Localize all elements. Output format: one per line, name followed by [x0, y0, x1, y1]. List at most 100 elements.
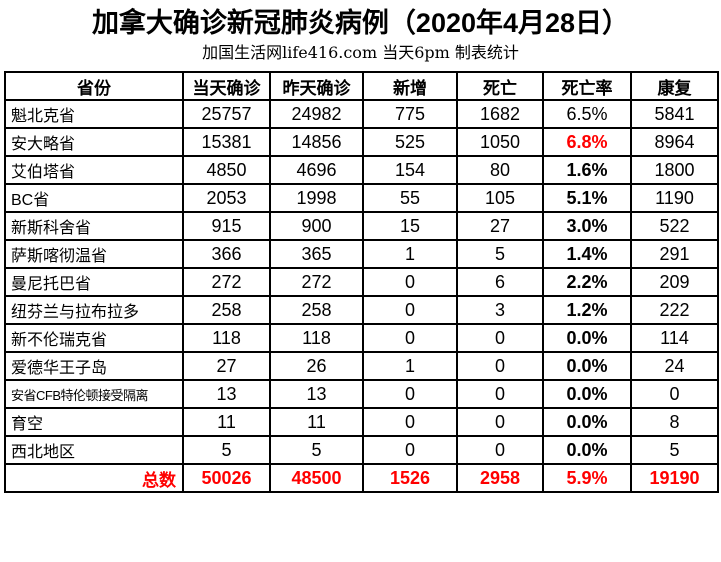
deaths-cell: 5: [456, 239, 544, 269]
new-cases-cell: 0: [362, 323, 458, 353]
province-cell: 纽芬兰与拉布拉多: [4, 295, 184, 325]
today-confirmed-cell: 2053: [182, 183, 271, 213]
death-rate-cell: 0.0%: [542, 323, 632, 353]
today-confirmed-cell: 13: [182, 379, 271, 409]
new-cases-cell: 154: [362, 155, 458, 185]
deaths-cell: 6: [456, 267, 544, 297]
death-rate-cell: 2.2%: [542, 267, 632, 297]
death-rate-cell-highlighted: 6.8%: [542, 127, 632, 157]
death-rate-cell: 6.5%: [542, 99, 632, 129]
province-cell: 艾伯塔省: [4, 155, 184, 185]
yesterday-confirmed-cell: 26: [269, 351, 364, 381]
col-header-new-cases: 新增: [362, 71, 458, 101]
deaths-cell: 3: [456, 295, 544, 325]
province-cell: 曼尼托巴省: [4, 267, 184, 297]
yesterday-confirmed-cell: 11: [269, 407, 364, 437]
table-row: 艾伯塔省 4850 4696 154 80 1.6% 1800: [4, 155, 719, 185]
table-row: 纽芬兰与拉布拉多 258 258 0 3 1.2% 222: [4, 295, 719, 325]
col-header-province: 省份: [4, 71, 184, 101]
today-confirmed-cell: 27: [182, 351, 271, 381]
today-confirmed-cell: 258: [182, 295, 271, 325]
yesterday-confirmed-cell: 5: [269, 435, 364, 465]
province-cell: 安大略省: [4, 127, 184, 157]
province-cell: 新不伦瑞克省: [4, 323, 184, 353]
total-yesterday-confirmed-cell: 48500: [269, 463, 364, 493]
table-row: BC省 2053 1998 55 105 5.1% 1190: [4, 183, 719, 213]
new-cases-cell: 525: [362, 127, 458, 157]
new-cases-cell: 1: [362, 351, 458, 381]
death-rate-cell: 0.0%: [542, 351, 632, 381]
new-cases-cell: 15: [362, 211, 458, 241]
death-rate-cell: 1.6%: [542, 155, 632, 185]
total-deaths-cell: 2958: [456, 463, 544, 493]
province-cell: BC省: [4, 183, 184, 213]
total-label-cell: 总数: [4, 463, 184, 493]
yesterday-confirmed-cell: 900: [269, 211, 364, 241]
deaths-cell: 27: [456, 211, 544, 241]
recovered-cell: 522: [630, 211, 719, 241]
death-rate-cell: 3.0%: [542, 211, 632, 241]
recovered-cell: 5841: [630, 99, 719, 129]
deaths-cell: 0: [456, 379, 544, 409]
table-row: 安省CFB特伦顿接受隔离 13 13 0 0 0.0% 0: [4, 379, 719, 409]
deaths-cell: 0: [456, 351, 544, 381]
new-cases-cell: 775: [362, 99, 458, 129]
table-row: 新斯科舍省 915 900 15 27 3.0% 522: [4, 211, 719, 241]
table-row: 爱德华王子岛 27 26 1 0 0.0% 24: [4, 351, 719, 381]
death-rate-cell: 1.2%: [542, 295, 632, 325]
table-row: 魁北克省 25757 24982 775 1682 6.5% 5841: [4, 99, 719, 129]
today-confirmed-cell: 15381: [182, 127, 271, 157]
table-row: 曼尼托巴省 272 272 0 6 2.2% 209: [4, 267, 719, 297]
col-header-today-confirmed: 当天确诊: [182, 71, 271, 101]
page-subtitle: 加国生活网life416.com 当天6pm 制表统计: [202, 43, 519, 62]
table-row: 萨斯喀彻温省 366 365 1 5 1.4% 291: [4, 239, 719, 269]
total-new-cases-cell: 1526: [362, 463, 458, 493]
yesterday-confirmed-cell: 13: [269, 379, 364, 409]
province-cell: 育空: [4, 407, 184, 437]
table-header-row: 省份 当天确诊 昨天确诊 新增 死亡 死亡率 康复: [4, 71, 719, 101]
new-cases-cell: 0: [362, 379, 458, 409]
recovered-cell: 0: [630, 379, 719, 409]
province-cell: 萨斯喀彻温省: [4, 239, 184, 269]
today-confirmed-cell: 5: [182, 435, 271, 465]
total-death-rate-cell: 5.9%: [542, 463, 632, 493]
death-rate-cell: 0.0%: [542, 407, 632, 437]
today-confirmed-cell: 11: [182, 407, 271, 437]
new-cases-cell: 0: [362, 267, 458, 297]
deaths-cell: 105: [456, 183, 544, 213]
province-cell: 西北地区: [4, 435, 184, 465]
col-header-yesterday-confirmed: 昨天确诊: [269, 71, 364, 101]
total-today-confirmed-cell: 50026: [182, 463, 271, 493]
new-cases-cell: 0: [362, 407, 458, 437]
col-header-deaths: 死亡: [456, 71, 544, 101]
covid-cases-table: 省份 当天确诊 昨天确诊 新增 死亡 死亡率 康复 魁北克省 25757 249…: [4, 71, 719, 493]
recovered-cell: 1800: [630, 155, 719, 185]
recovered-cell: 5: [630, 435, 719, 465]
recovered-cell: 114: [630, 323, 719, 353]
recovered-cell: 8964: [630, 127, 719, 157]
deaths-cell: 1050: [456, 127, 544, 157]
death-rate-cell: 0.0%: [542, 435, 632, 465]
province-cell: 新斯科舍省: [4, 211, 184, 241]
province-cell: 爱德华王子岛: [4, 351, 184, 381]
province-cell: 安省CFB特伦顿接受隔离: [4, 379, 184, 409]
yesterday-confirmed-cell: 272: [269, 267, 364, 297]
today-confirmed-cell: 915: [182, 211, 271, 241]
death-rate-cell: 1.4%: [542, 239, 632, 269]
today-confirmed-cell: 366: [182, 239, 271, 269]
recovered-cell: 291: [630, 239, 719, 269]
table-row: 新不伦瑞克省 118 118 0 0 0.0% 114: [4, 323, 719, 353]
death-rate-cell: 0.0%: [542, 379, 632, 409]
recovered-cell: 1190: [630, 183, 719, 213]
province-cell: 魁北克省: [4, 99, 184, 129]
col-header-recovered: 康复: [630, 71, 719, 101]
total-recovered-cell: 19190: [630, 463, 719, 493]
today-confirmed-cell: 118: [182, 323, 271, 353]
yesterday-confirmed-cell: 365: [269, 239, 364, 269]
page-title: 加拿大确诊新冠肺炎病例（2020年4月28日）: [91, 8, 630, 38]
recovered-cell: 209: [630, 267, 719, 297]
today-confirmed-cell: 25757: [182, 99, 271, 129]
new-cases-cell: 0: [362, 435, 458, 465]
yesterday-confirmed-cell: 24982: [269, 99, 364, 129]
table-row: 安大略省 15381 14856 525 1050 6.8% 8964: [4, 127, 719, 157]
